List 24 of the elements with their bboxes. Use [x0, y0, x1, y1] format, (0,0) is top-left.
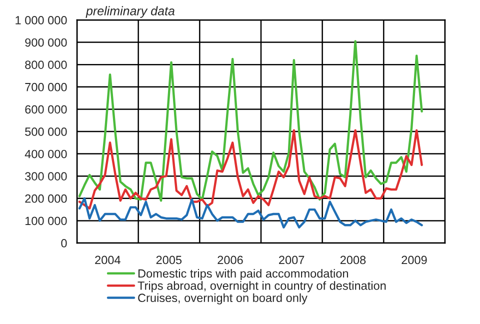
y-tick-label: 600 000: [25, 105, 67, 114]
text: preliminary data: [86, 6, 174, 18]
y-tick-label: 300 000: [25, 172, 67, 180]
x-tick-label: 2008: [340, 256, 366, 264]
x-tick-label: 2005: [156, 256, 182, 264]
x-tick-label: 2007: [279, 256, 304, 264]
y-tick-label: 500 000: [25, 128, 67, 136]
legend-label: Cruises, overnight on board only: [138, 293, 308, 304]
line-series: [78, 197, 423, 228]
legend-label: Trips abroad, overnight in country of destination: [138, 281, 386, 292]
y-tick-label: 700 000: [25, 82, 67, 92]
y-tick-label: 800 000: [25, 60, 67, 69]
y-tick-label: 200 000: [25, 194, 67, 203]
y-tick-label: 400 000: [24, 150, 67, 158]
x-tick-label: 2004: [95, 256, 120, 264]
y-tick-label: 1 000 000: [16, 16, 67, 24]
legend-label: Domestic trips with paid accommodation: [138, 269, 348, 280]
y-tick-label: 900 000: [25, 38, 67, 47]
x-tick-label: 2006: [218, 256, 243, 264]
x-tick-label: 2009: [402, 256, 427, 264]
y-tick-label: 0: [61, 239, 67, 248]
y-tick-label: 100 000: [26, 216, 67, 226]
line-series: [78, 40, 423, 202]
line-series: [78, 129, 423, 210]
